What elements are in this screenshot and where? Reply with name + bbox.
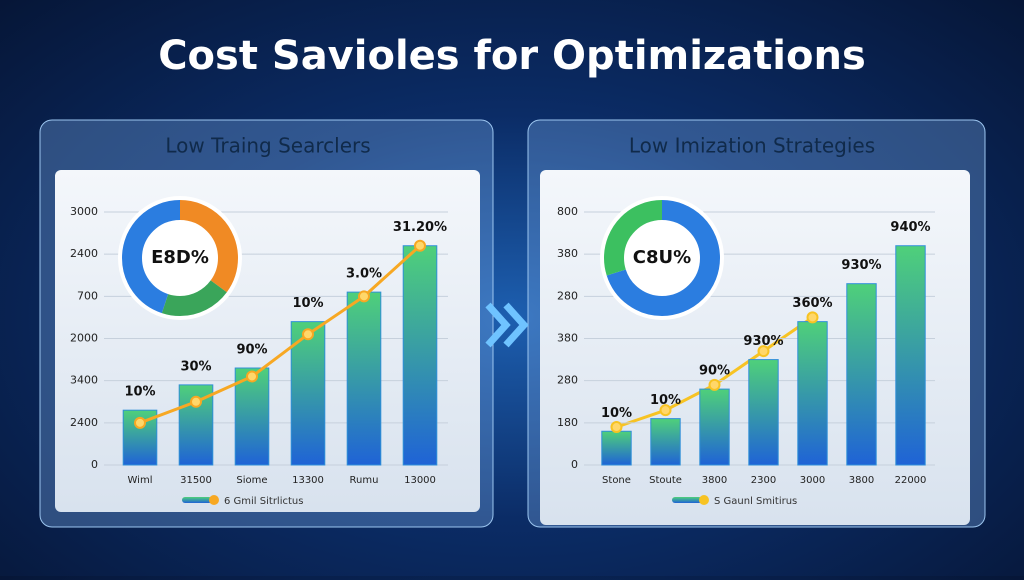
bar xyxy=(797,321,828,466)
x-tick-label: 2300 xyxy=(751,475,776,486)
data-label: 31.20% xyxy=(393,220,447,235)
data-label: 930% xyxy=(841,258,881,273)
y-tick-label: 700 xyxy=(77,289,98,302)
line-point xyxy=(190,395,202,408)
line-point xyxy=(358,290,370,303)
bar xyxy=(650,418,681,466)
x-tick-label: 13000 xyxy=(404,475,436,486)
bar xyxy=(748,359,779,466)
y-tick-label: 2000 xyxy=(70,332,98,345)
data-label: 90% xyxy=(236,343,267,358)
arrow xyxy=(485,302,529,348)
donut-segment xyxy=(122,200,238,316)
y-tick-label: 800 xyxy=(557,205,578,218)
x-tick-label: 3800 xyxy=(702,475,727,486)
donut-segment xyxy=(604,200,720,316)
data-label: 360% xyxy=(792,296,832,311)
y-tick-label: 280 xyxy=(557,289,578,302)
line-point xyxy=(414,239,426,252)
bar xyxy=(346,291,382,466)
donut-label: E8D% xyxy=(151,247,209,268)
x-tick-label: Stone xyxy=(602,475,631,486)
bar xyxy=(402,245,438,466)
line-point xyxy=(757,345,770,358)
y-tick-label: 2400 xyxy=(70,247,98,260)
y-tick-label: 3000 xyxy=(70,205,98,218)
bar xyxy=(895,245,926,466)
line-point xyxy=(610,421,623,434)
legend-swatch xyxy=(699,495,709,505)
legend-label: 6 Gmil Sitrlictus xyxy=(224,496,303,507)
data-label: 30% xyxy=(180,359,211,374)
donut-label: C8U% xyxy=(633,247,691,268)
data-label: 10% xyxy=(292,296,323,311)
legend-swatch xyxy=(182,497,212,503)
y-tick-label: 280 xyxy=(557,374,578,387)
line-point xyxy=(246,370,258,383)
x-tick-label: 3000 xyxy=(800,475,825,486)
bar xyxy=(290,321,326,466)
line-point xyxy=(708,378,721,391)
line-point xyxy=(134,416,146,429)
y-tick-label: 0 xyxy=(91,458,98,471)
legend-swatch xyxy=(209,495,219,505)
donut-segment xyxy=(122,200,238,316)
data-label: 90% xyxy=(699,364,730,379)
chart-title: Low Imization Strategies xyxy=(629,134,875,158)
data-label: 10% xyxy=(650,393,681,408)
y-tick-label: 380 xyxy=(557,332,578,345)
data-label: 10% xyxy=(124,385,155,400)
data-label: 10% xyxy=(601,406,632,421)
bar xyxy=(846,283,877,466)
bar xyxy=(234,367,270,466)
x-tick-label: 22000 xyxy=(895,475,927,486)
x-tick-label: Wiml xyxy=(128,475,153,486)
line xyxy=(139,244,422,425)
chart-title: Low Traing Searclers xyxy=(165,134,370,158)
x-tick-label: Rumu xyxy=(350,475,379,486)
line-point xyxy=(302,328,314,341)
data-label: 3.0% xyxy=(346,267,382,282)
bar xyxy=(699,388,730,466)
y-tick-label: 2400 xyxy=(70,416,98,429)
x-tick-label: Stoute xyxy=(649,475,682,486)
x-tick-label: 31500 xyxy=(180,475,212,486)
line-point xyxy=(659,404,672,417)
legend-label: S Gaunl Smitirus xyxy=(714,496,797,507)
data-label: 930% xyxy=(743,334,783,349)
x-tick-label: 13300 xyxy=(292,475,324,486)
line-point xyxy=(806,311,819,324)
y-tick-label: 380 xyxy=(557,247,578,260)
y-tick-label: 180 xyxy=(557,416,578,429)
y-tick-label: 0 xyxy=(571,458,578,471)
bar xyxy=(601,430,632,466)
y-tick-label: 3400 xyxy=(70,374,98,387)
data-label: 940% xyxy=(890,220,930,235)
x-tick-label: Siome xyxy=(236,475,267,486)
x-tick-label: 3800 xyxy=(849,475,874,486)
legend-swatch xyxy=(672,497,702,503)
page-title: Cost Savioles for Optimizations xyxy=(158,33,866,79)
